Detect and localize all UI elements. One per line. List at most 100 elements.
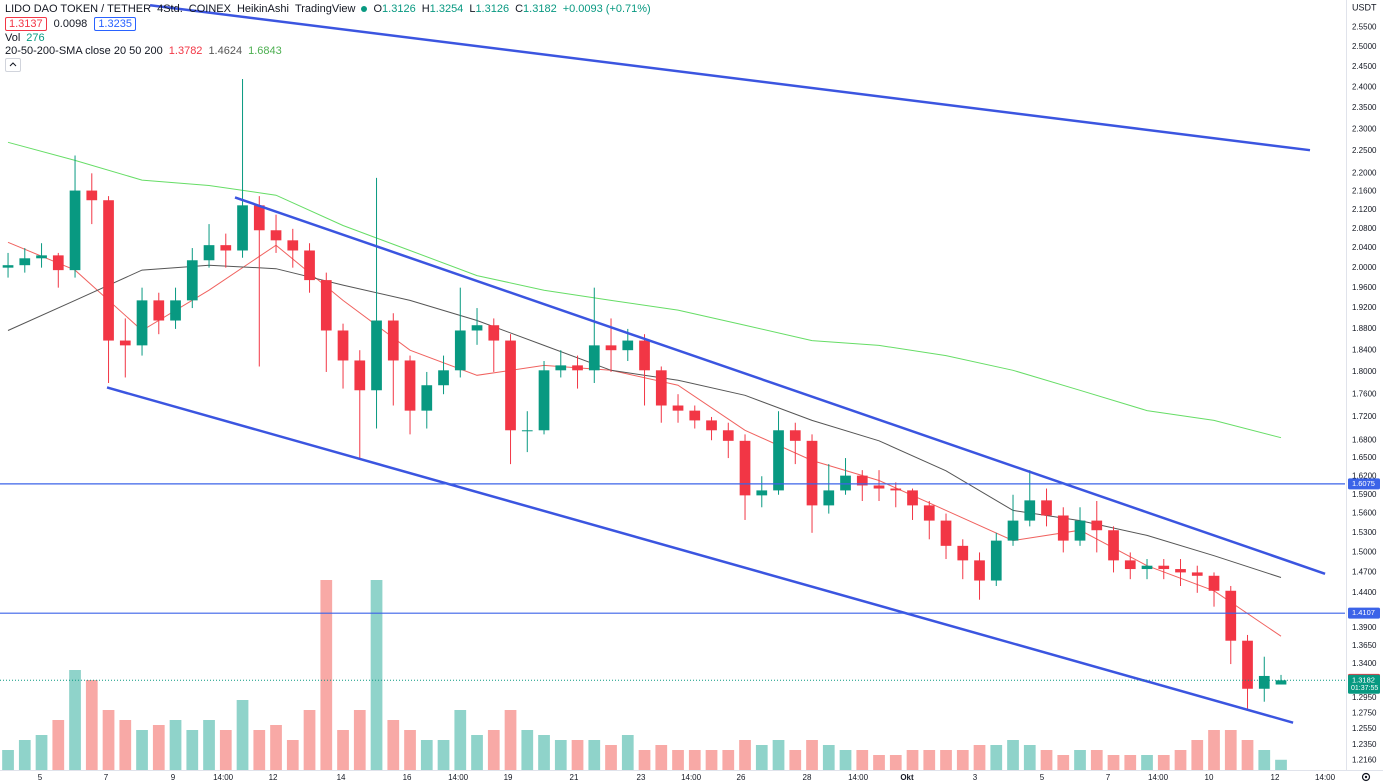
volume-bar	[353, 710, 366, 770]
price-axis-bg	[1347, 0, 1383, 783]
candle-body	[840, 475, 851, 491]
chart-style: HeikinAshi	[236, 3, 289, 15]
x-tick-label: 5	[38, 773, 43, 782]
volume-bar	[1191, 740, 1204, 770]
candle-body	[36, 255, 47, 259]
candle-body	[655, 370, 667, 406]
candle-body	[722, 430, 734, 441]
y-tick-label: 1.5000	[1352, 548, 1377, 557]
candle-body	[990, 540, 1002, 581]
volume-bar	[906, 750, 919, 770]
y-tick-label: 2.0400	[1352, 243, 1377, 252]
volume-bar	[337, 730, 349, 770]
volume-bar	[303, 710, 316, 770]
volume-bar	[739, 740, 751, 770]
candle-body	[940, 520, 952, 546]
sma-line	[7, 141, 1282, 439]
y-tick-label: 1.5600	[1352, 509, 1377, 518]
candle-body	[1208, 575, 1220, 591]
x-tick-label: 16	[403, 773, 412, 782]
ask-price[interactable]: 1.3235	[94, 17, 136, 31]
y-tick-label: 2.3000	[1352, 124, 1377, 133]
candle-body	[873, 485, 885, 489]
y-tick-label: 2.2000	[1352, 168, 1377, 177]
candle-body	[1108, 530, 1119, 561]
ohlc-label: L	[469, 3, 476, 15]
change: +0.0093	[562, 3, 603, 15]
countdown: 01:37:55	[1351, 685, 1378, 692]
volume-bar	[35, 735, 48, 770]
volume-bar	[1141, 755, 1153, 770]
volume-bar	[940, 750, 952, 770]
x-tick-label: 9	[171, 773, 176, 782]
candle-body	[270, 230, 282, 241]
sma-legend: 20-50-200-SMA close 20 50 200 1.3782 1.4…	[5, 45, 282, 57]
candle-body	[170, 300, 181, 321]
volume-bar	[119, 720, 132, 770]
y-tick-label: 2.3500	[1352, 103, 1377, 112]
candle-body	[304, 250, 315, 281]
change-percent: (+0.71%)	[605, 3, 651, 15]
candle-body	[454, 330, 466, 371]
y-tick-label: 2.4000	[1352, 82, 1377, 91]
y-tick-label: 1.6800	[1352, 435, 1377, 444]
x-tick-label: 12	[269, 773, 278, 782]
sma-value: 1.6843	[248, 45, 282, 57]
candle-body	[1258, 675, 1270, 689]
volume-bar	[2, 750, 14, 770]
volume-legend: Vol 276	[5, 32, 45, 44]
y-tick-label: 1.6500	[1352, 453, 1377, 462]
y-tick-label: 1.9600	[1352, 283, 1377, 292]
candle-body	[153, 300, 165, 321]
y-tick-label: 2.1200	[1352, 205, 1377, 214]
x-tick-label: 12	[1271, 773, 1280, 782]
y-tick-label: 2.5500	[1352, 22, 1377, 31]
settings-icon[interactable]	[1361, 772, 1371, 782]
legend-title-row: LIDO DAO TOKEN / TETHER 4Std. COINEX Hei…	[5, 3, 651, 15]
ohlc-value: 1.3126	[382, 3, 416, 15]
volume-bar	[973, 745, 986, 770]
x-tick-label: 14:00	[1148, 773, 1169, 782]
volume-label: Vol	[5, 32, 21, 44]
y-tick-label: 1.4400	[1352, 588, 1377, 597]
y-tick-label: 1.3650	[1352, 641, 1377, 650]
candle-body	[287, 240, 299, 251]
y-tick-label: 1.5900	[1352, 490, 1377, 499]
volume-bar	[487, 730, 500, 770]
volume-bar	[1157, 755, 1170, 770]
candle-body	[756, 490, 768, 496]
trendline	[149, 4, 1311, 152]
y-tick-label: 2.0800	[1352, 224, 1377, 233]
volume-bar	[69, 670, 81, 770]
trendline	[106, 386, 1294, 724]
volume-bar	[605, 745, 617, 770]
ohlc-label: C	[515, 3, 524, 15]
volume-bar	[1258, 750, 1271, 770]
candle-body	[1191, 572, 1203, 576]
volume-bar	[889, 755, 902, 770]
y-tick-label: 1.9200	[1352, 303, 1377, 312]
candle-body	[404, 360, 416, 411]
level-tag-bg	[1348, 607, 1380, 619]
candle-body	[371, 320, 382, 391]
x-tick-label: 3	[973, 773, 978, 782]
sma-value: 1.3782	[168, 45, 203, 57]
volume-bar	[504, 710, 517, 770]
sma-line	[7, 241, 1282, 637]
volume-bar	[923, 750, 936, 770]
candle-body	[237, 205, 248, 251]
bid-price[interactable]: 1.3137	[5, 17, 47, 31]
candle-body	[823, 490, 835, 506]
y-tick-label: 1.3400	[1352, 659, 1377, 668]
candle-body	[19, 258, 31, 266]
volume-bar	[956, 750, 969, 770]
candle-body	[320, 280, 332, 331]
volume-bar	[52, 720, 65, 770]
collapse-button[interactable]	[5, 58, 21, 72]
candle-body	[538, 370, 550, 431]
candle-body	[1225, 590, 1237, 641]
y-tick-label: 1.8800	[1352, 324, 1377, 333]
plot-area	[0, 4, 1345, 770]
candle-body	[1158, 565, 1170, 570]
y-tick-label: 1.2160	[1352, 755, 1377, 764]
